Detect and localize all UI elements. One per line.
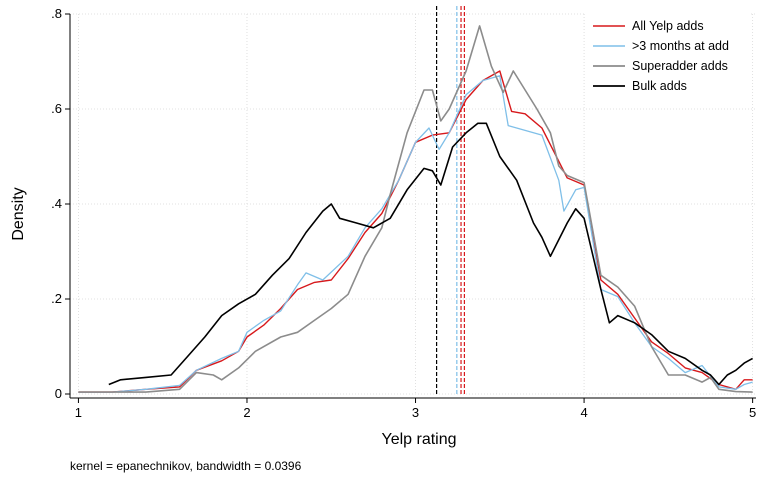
legend-label: Bulk adds — [632, 79, 687, 93]
x-tick-label: 5 — [749, 405, 756, 420]
legend: All Yelp adds >3 months at add Superadder … — [585, 12, 751, 100]
reference-lines — [435, 6, 466, 394]
series-layer — [78, 25, 753, 393]
legend-label: Superadder adds — [632, 59, 728, 73]
x-axis-title: Yelp rating — [381, 431, 456, 448]
series-line — [78, 75, 753, 393]
series-line — [78, 25, 753, 393]
x-tick-label: 3 — [412, 405, 419, 420]
y-axis-title: Density — [10, 187, 27, 240]
x-tick-label: 4 — [580, 405, 587, 420]
y-tick-label: .2 — [51, 291, 62, 306]
y-tick-label: .8 — [51, 6, 62, 21]
series-line — [108, 122, 753, 386]
y-tick-label: .6 — [51, 101, 62, 116]
legend-label: >3 months at add — [632, 39, 729, 53]
y-tick-label: 0 — [55, 386, 62, 401]
chart-note: kernel = epanechnikov, bandwidth = 0.039… — [70, 459, 302, 473]
series-line — [78, 70, 753, 393]
grid-layer — [70, 13, 756, 395]
legend-label: All Yelp adds — [632, 19, 704, 33]
x-tick-label: 2 — [243, 405, 250, 420]
axes-layer: 0 .2 .4 .6 .8 1 2 3 4 5 — [51, 6, 756, 420]
y-tick-label: .4 — [51, 196, 62, 211]
x-tick-label: 1 — [75, 405, 82, 420]
